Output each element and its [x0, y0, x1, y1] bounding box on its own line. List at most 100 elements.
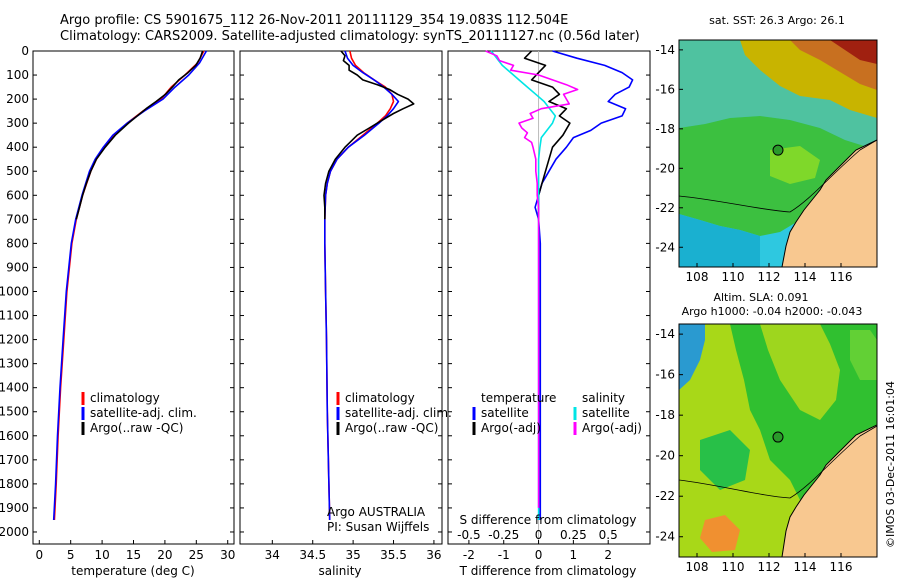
lat-tick-label: -18 [655, 408, 675, 422]
depth-tick-label: 1300 [0, 357, 29, 371]
legend-label-argo: Argo(..raw -QC) [90, 421, 183, 435]
x-tick-label: 0 [35, 548, 43, 562]
difference-legend: temperature satellite Argo(-adj) salinit… [472, 391, 642, 435]
s-difference-xlabel: S difference from climatology [460, 513, 637, 527]
title-line-1: Argo profile: CS 5901675_112 26-Nov-2011… [60, 13, 568, 28]
x-tick-label: 34 [265, 548, 280, 562]
sst-map-axes: 108 110 112 114 116 -14 -16 -18 -20 -22 -24 [655, 43, 852, 284]
lat-tick-label: -20 [655, 449, 675, 463]
coastline [781, 424, 877, 557]
x-tick-label: -2 [463, 548, 475, 562]
depth-tick-label: 1900 [0, 501, 29, 515]
legend-title-temperature: temperature [481, 391, 556, 405]
x-tick-label: 35 [345, 548, 360, 562]
x2-tick-label: -0.5 [457, 528, 480, 542]
legend-label-t-satellite: satellite [481, 406, 529, 420]
x-tick-label: 15 [126, 548, 141, 562]
argo-program-label: Argo AUSTRALIA [327, 505, 426, 519]
sla-field [679, 324, 877, 557]
x-tick-label: 1 [570, 548, 578, 562]
lat-tick-label: -18 [655, 122, 675, 136]
depth-tick-label: 1700 [0, 453, 29, 467]
sst-map-title: sat. SST: 26.3 Argo: 26.1 [709, 14, 845, 27]
australia-landmass [782, 425, 877, 557]
sla-map-frame [678, 323, 878, 558]
salinity-plot-frame [239, 50, 443, 545]
x2-tick-label: -0.25 [488, 528, 519, 542]
legend-label-climatology: climatology [90, 391, 160, 405]
salinity-x-axis: 34 34.5 35 35.5 36 [265, 540, 442, 562]
x-tick-label: 35.5 [380, 548, 407, 562]
depth-tick-label: 900 [6, 260, 29, 274]
depth-tick-label: 1500 [0, 405, 29, 419]
temperature-legend: climatology satellite-adj. clim. Argo(..… [81, 391, 197, 435]
x-tick-label: 10 [94, 548, 109, 562]
lat-tick-label: -14 [655, 43, 675, 57]
temperature-plot-frame [32, 50, 235, 545]
lat-tick-label: -14 [655, 327, 675, 341]
legend-label-s-argo: Argo(-adj) [582, 421, 642, 435]
lat-tick-label: -16 [655, 82, 675, 96]
x-tick-label: 20 [157, 548, 172, 562]
temperature-series [33, 50, 234, 533]
x2-tick-label: 0.25 [560, 528, 587, 542]
depth-tick-label: 1200 [0, 333, 29, 347]
difference-panel: -2 -1 0 1 2 -0.5 -0.25 0 0.25 0.5 S difference f… [447, 50, 651, 578]
lat-tick-label: -22 [655, 201, 675, 215]
difference-series [448, 50, 650, 544]
x-tick-label: 2 [604, 548, 612, 562]
isobath-contour [679, 425, 877, 499]
pi-label: PI: Susan Wijffels [327, 520, 429, 534]
x-tick-label: 25 [189, 548, 204, 562]
x2-tick-label: 0 [535, 528, 543, 542]
depth-tick-label: 1000 [0, 284, 29, 298]
coastline [781, 139, 877, 267]
sst-field [679, 40, 877, 267]
series-temperature-satellite [534, 50, 634, 520]
lat-tick-label: -22 [655, 489, 675, 503]
title-line-2: Climatology: CARS2009. Satellite-adjuste… [60, 29, 640, 44]
depth-axis: 0 100 200 300 400 500 600 700 800 900 1000 1100 1200… [0, 44, 29, 539]
sla-map-axes: 108 110 112 114 116 -14 -16 -18 -20 -22 -24 [655, 327, 852, 574]
depth-tick-label: 1100 [0, 309, 29, 323]
temperature-xlabel: temperature (deg C) [71, 564, 194, 578]
depth-tick-label: 600 [6, 188, 29, 202]
t-difference-x-axis: -2 -1 0 1 2 [463, 540, 612, 562]
legend-label-satellite-adj: satellite-adj. clim. [345, 406, 452, 420]
depth-tick-label: 100 [6, 68, 29, 82]
s-difference-x-axis: -0.5 -0.25 0 0.25 0.5 [457, 528, 618, 542]
sla-map-title: Altim. SLA: 0.091 [713, 291, 808, 304]
sst-map-frame [678, 39, 878, 268]
legend-label-t-argo: Argo(-adj) [481, 421, 541, 435]
legend-label-s-satellite: satellite [582, 406, 630, 420]
x-tick-label: 0 [535, 548, 543, 562]
depth-tick-label: 1800 [0, 477, 29, 491]
lat-tick-label: -20 [655, 161, 675, 175]
float-location-marker [772, 144, 784, 156]
depth-tick-label: 700 [6, 212, 29, 226]
depth-tick-label: 500 [6, 164, 29, 178]
float-location-marker [772, 431, 784, 443]
legend-label-climatology: climatology [345, 391, 415, 405]
series-argo-raw-qc- [75, 50, 204, 220]
x2-tick-label: 0.5 [599, 528, 618, 542]
depth-tick-label: 300 [6, 116, 29, 130]
series-argo-raw-qc- [323, 50, 415, 220]
depth-tick-label: 2000 [0, 525, 29, 539]
x-tick-label: -1 [498, 548, 510, 562]
australia-landmass [782, 140, 877, 267]
x-tick-label: 5 [67, 548, 75, 562]
salinity-panel: 34 34.5 35 35.5 36 salinity climatology sate… [239, 50, 452, 578]
lon-tick-label: 114 [794, 270, 817, 284]
series-climatology [323, 50, 395, 521]
credit-stamp: ©IMOS 03-Dec-2011 16:01:04 [884, 381, 897, 548]
difference-plot-frame [447, 50, 651, 545]
x-tick-label: 30 [220, 548, 235, 562]
legend-title-salinity: salinity [582, 391, 625, 405]
lon-tick-label: 112 [758, 270, 781, 284]
temperature-x-axis: 0 5 10 15 20 25 30 [35, 540, 235, 562]
series-salinity-argo-adj- [485, 50, 579, 508]
t-difference-xlabel: T difference from climatology [459, 564, 637, 578]
x-tick-label: 36 [426, 548, 441, 562]
depth-tick-label: 800 [6, 236, 29, 250]
